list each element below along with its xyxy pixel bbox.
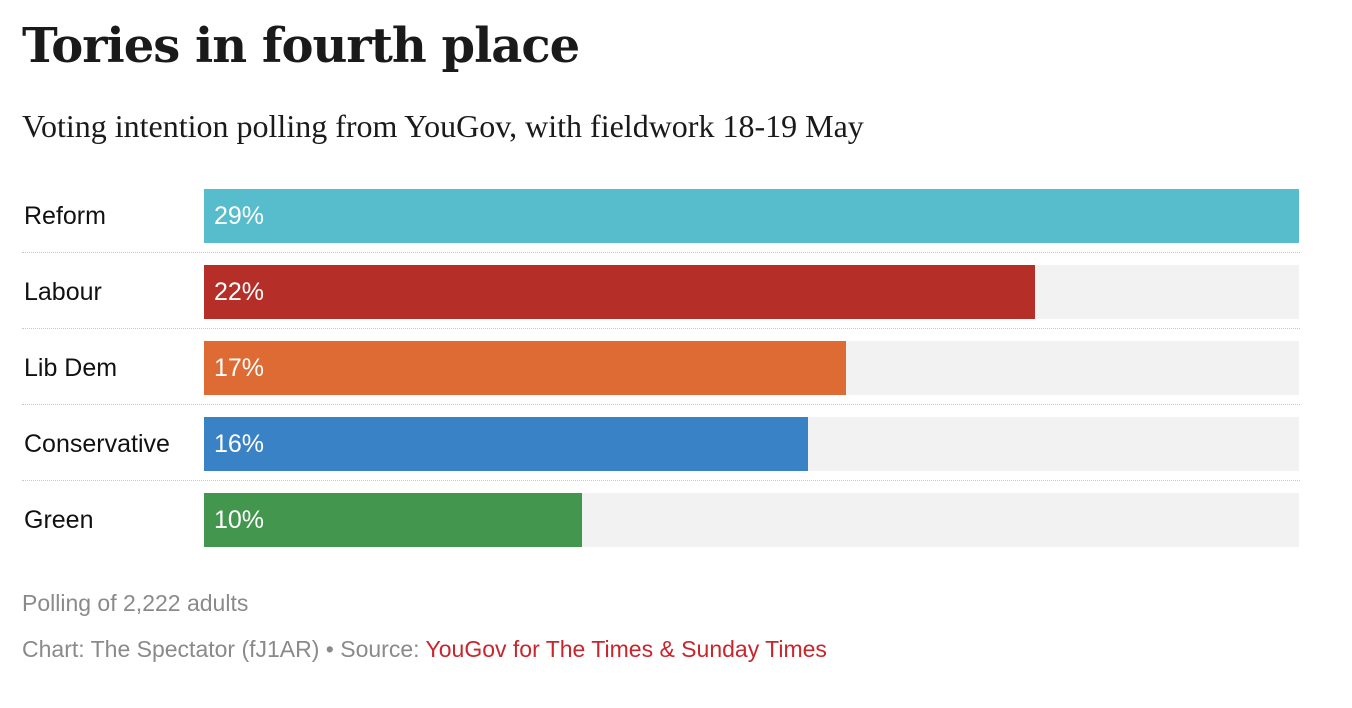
- bar-row: Lib Dem 17%: [22, 332, 1300, 408]
- bar-row: Labour 22%: [22, 256, 1300, 332]
- bar-category-label: Labour: [24, 278, 102, 306]
- row-divider: [22, 328, 1300, 329]
- chart-footer: Polling of 2,222 adults Chart: The Spect…: [22, 588, 827, 664]
- row-divider: [22, 404, 1300, 405]
- source-link[interactable]: YouGov for The Times & Sunday Times: [425, 636, 827, 662]
- credit-line: Chart: The Spectator (fJ1AR) • Source: Y…: [22, 634, 827, 664]
- bar-category-label: Conservative: [24, 430, 170, 458]
- bar-value-label: 16%: [214, 430, 265, 458]
- bar-category-label: Reform: [24, 202, 106, 230]
- bar-chart: Reform 29% Labour 22% Lib Dem 17% Conservative…: [22, 180, 1300, 560]
- chart-title: Tories in fourth place: [22, 18, 580, 74]
- bar-category-label: Green: [24, 506, 94, 534]
- bar: 22%: [204, 265, 1035, 319]
- credit-text: Chart: The Spectator (fJ1AR) • Source:: [22, 636, 426, 662]
- bar: 16%: [204, 417, 808, 471]
- bar-track: 29%: [204, 189, 1299, 243]
- bar-value-label: 17%: [214, 354, 265, 382]
- bar-category-label: Lib Dem: [24, 354, 118, 382]
- bar-row: Conservative 16%: [22, 408, 1300, 484]
- bar-track: 16%: [204, 417, 1299, 471]
- sample-size-note: Polling of 2,222 adults: [22, 590, 249, 616]
- bar-row: Green 10%: [22, 484, 1300, 560]
- row-divider: [22, 480, 1300, 481]
- bar-row: Reform 29%: [22, 180, 1300, 256]
- bar-value-label: 22%: [214, 278, 265, 306]
- bar-value-label: 10%: [214, 506, 265, 534]
- bar-value-label: 29%: [214, 202, 265, 230]
- bar: 17%: [204, 341, 846, 395]
- bar-track: 10%: [204, 493, 1299, 547]
- bar-track: 22%: [204, 265, 1299, 319]
- bar-track: 17%: [204, 341, 1299, 395]
- bar: 29%: [204, 189, 1299, 243]
- row-divider: [22, 252, 1300, 253]
- bar: 10%: [204, 493, 582, 547]
- chart-subtitle: Voting intention polling from YouGov, wi…: [22, 108, 864, 144]
